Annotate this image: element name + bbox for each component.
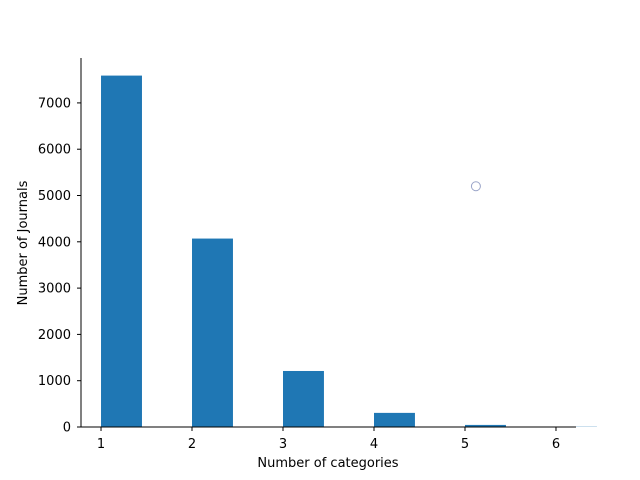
x-axis-label: Number of categories xyxy=(257,456,398,471)
bar-4 xyxy=(374,412,415,427)
y-tick-label-5000: 5000 xyxy=(38,189,71,204)
y-axis-label: Number of Journals xyxy=(16,180,31,305)
y-tick-label-3000: 3000 xyxy=(38,282,71,297)
annotation-marks xyxy=(470,181,481,192)
y-ticks-group: 0 1000 2000 3000 4000 5000 6000 7000 xyxy=(38,96,81,436)
y-tick-label-4000: 4000 xyxy=(38,235,71,250)
bar-1 xyxy=(101,75,142,427)
circle-marker xyxy=(470,181,481,192)
y-tick-label-2000: 2000 xyxy=(38,328,71,343)
axes-group xyxy=(80,58,576,428)
bar-2 xyxy=(192,238,233,427)
x-tick-label-3: 3 xyxy=(279,437,287,452)
bars-group xyxy=(101,75,597,427)
x-tick-label-6: 6 xyxy=(552,437,560,452)
y-tick-label-6000: 6000 xyxy=(38,143,71,158)
y-tick-label-0: 0 xyxy=(63,421,71,436)
x-tick-label-4: 4 xyxy=(370,437,378,452)
bar-5 xyxy=(464,424,506,427)
x-ticks-group: 1 2 3 4 5 6 xyxy=(97,427,560,452)
y-tick-label-7000: 7000 xyxy=(38,96,71,111)
bar-3 xyxy=(283,370,324,427)
x-tick-label-1: 1 xyxy=(97,437,105,452)
x-tick-label-2: 2 xyxy=(188,437,196,452)
y-tick-label-1000: 1000 xyxy=(38,374,71,389)
x-tick-label-5: 5 xyxy=(461,437,469,452)
